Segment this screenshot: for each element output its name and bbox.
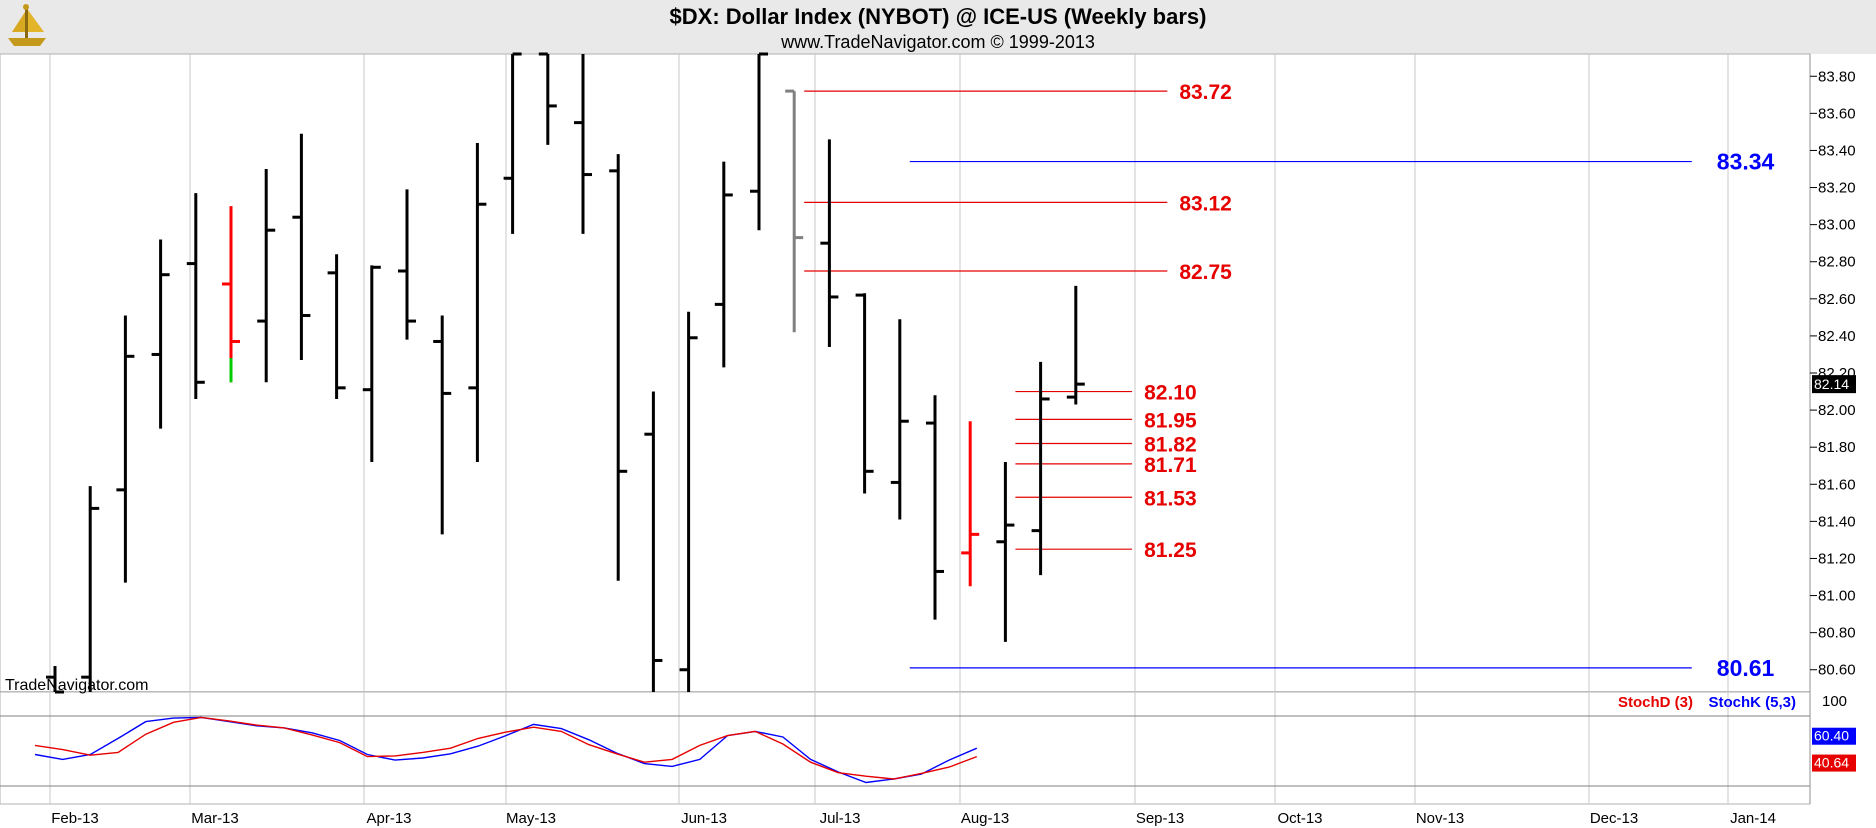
y-tick-label: 81.80 — [1818, 439, 1856, 456]
x-tick-label: Jan-14 — [1730, 810, 1776, 827]
x-tick-label: Jul-13 — [820, 810, 861, 827]
stoch-k-badge-label: 60.40 — [1814, 728, 1849, 744]
x-tick-label: Oct-13 — [1277, 810, 1322, 827]
y-tick-label: 81.40 — [1818, 513, 1856, 530]
stoch-line-k — [34, 716, 978, 784]
y-tick-label: 82.00 — [1818, 402, 1856, 419]
x-tick-label: Nov-13 — [1416, 810, 1464, 827]
y-tick-label: 81.00 — [1818, 588, 1856, 605]
x-tick-label: Sep-13 — [1136, 810, 1184, 827]
watermark: TradeNavigator.com — [5, 677, 148, 694]
level-label: 83.72 — [1179, 81, 1232, 104]
ohlc-bars: 82.14 — [46, 52, 1856, 694]
level-label: 82.10 — [1144, 382, 1197, 405]
stoch-d-badge-label: 40.64 — [1814, 755, 1849, 771]
stochastic-lines — [0, 715, 1810, 787]
stoch-d-badge — [1812, 754, 1856, 772]
level-label: 81.25 — [1144, 539, 1197, 562]
date-axis: Feb-13 Mar-13 Apr-13 May-13 Jun-13 Jul-13 Aug-… — [51, 810, 1776, 827]
price-panel — [0, 53, 1811, 693]
x-tick-label: Dec-13 — [1590, 810, 1638, 827]
y-tick-label: 80.80 — [1818, 625, 1856, 642]
chart-title: $DX: Dollar Index (NYBOT) @ ICE-US (Week… — [670, 4, 1207, 29]
x-tick-label: May-13 — [506, 810, 556, 827]
last-price-badge — [1812, 375, 1856, 394]
level-label: 83.12 — [1179, 192, 1232, 215]
stoch-line-d — [34, 716, 978, 780]
y-tick-label: 81.60 — [1818, 476, 1856, 493]
price-axis: 80.60 80.80 81.00 81.20 81.40 81.60 81.80 82.00… — [1810, 68, 1856, 679]
indicator-panel — [0, 691, 1811, 805]
y-tick-label: 83.80 — [1818, 68, 1856, 85]
y-tick-label: 83.20 — [1818, 180, 1856, 197]
indicator-axis: StochD (3) StochK (5,3) 100 60.40 40.64 — [1618, 693, 1856, 772]
level-label: 83.34 — [1717, 149, 1775, 175]
y-tick-label: 83.40 — [1818, 142, 1856, 159]
y-tick-label: 83.00 — [1818, 217, 1856, 234]
x-tick-label: Feb-13 — [51, 810, 99, 827]
level-label: 82.75 — [1179, 261, 1232, 284]
y-tick-label: 80.60 — [1818, 662, 1856, 679]
x-tick-label: Apr-13 — [366, 810, 411, 827]
level-label: 81.71 — [1144, 454, 1197, 477]
y-tick-label: 82.40 — [1818, 328, 1856, 345]
y-tick-label: 81.20 — [1818, 550, 1856, 567]
indicator-tick-100: 100 — [1822, 693, 1847, 710]
level-label: 81.95 — [1144, 409, 1197, 432]
price-levels: 83.72 83.34 83.12 82.75 82.10 81.9581.8281.71… — [804, 81, 1775, 681]
x-tick-label: Mar-13 — [191, 810, 239, 827]
level-label: 81.82 — [1144, 433, 1197, 456]
level-label: 81.53 — [1144, 487, 1197, 510]
y-tick-label: 83.60 — [1818, 105, 1856, 122]
legend-stoch-k: StochK (5,3) — [1708, 694, 1796, 711]
trade-navigator-logo-icon — [8, 4, 46, 46]
stoch-k-badge — [1812, 727, 1856, 745]
last-price-badge-label: 82.14 — [1814, 376, 1849, 392]
level-label: 80.61 — [1717, 655, 1775, 681]
header-background — [0, 0, 1876, 54]
x-tick-label: Jun-13 — [681, 810, 727, 827]
chart-subtitle: www.TradeNavigator.com © 1999-2013 — [780, 32, 1095, 52]
x-tick-label: Aug-13 — [961, 810, 1009, 827]
grid — [49, 54, 1729, 804]
legend-stoch-d: StochD (3) — [1618, 694, 1693, 711]
y-tick-label: 82.60 — [1818, 291, 1856, 308]
y-tick-label: 82.80 — [1818, 254, 1856, 271]
